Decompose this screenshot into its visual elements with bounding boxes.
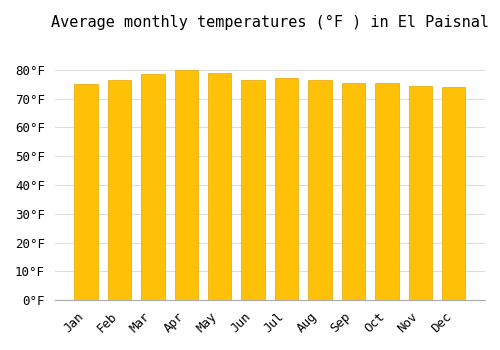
Bar xyxy=(408,85,432,300)
Bar xyxy=(74,84,98,300)
Bar xyxy=(275,78,298,300)
Bar xyxy=(141,74,165,300)
Bar xyxy=(242,80,265,300)
Bar xyxy=(208,72,232,300)
Title: Average monthly temperatures (°F ) in El Paisnal: Average monthly temperatures (°F ) in El… xyxy=(51,15,489,30)
Bar xyxy=(342,83,365,300)
Bar xyxy=(375,83,398,300)
Bar xyxy=(108,80,131,300)
Bar xyxy=(174,70,198,300)
Bar xyxy=(308,80,332,300)
Bar xyxy=(442,87,466,300)
